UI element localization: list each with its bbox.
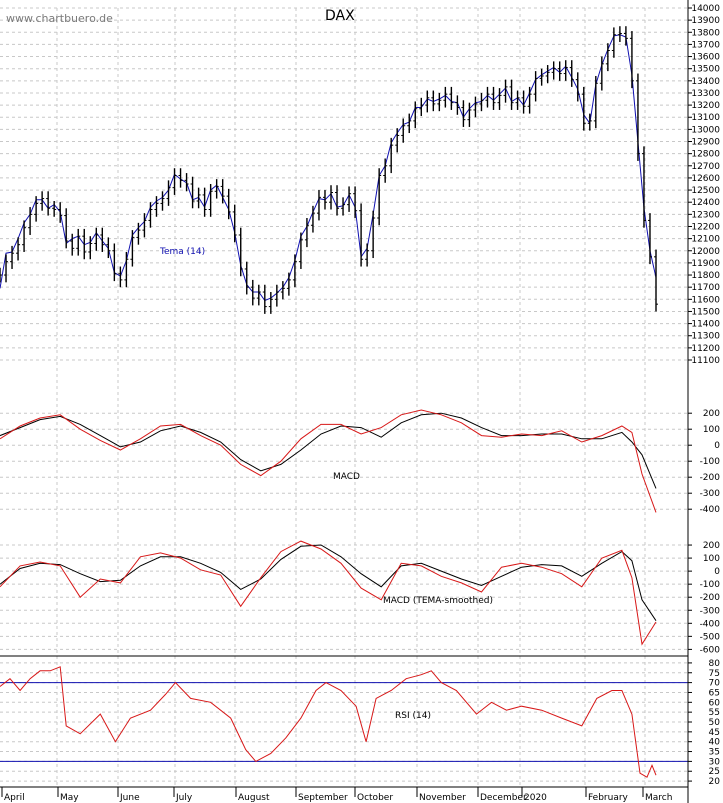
price-tick-label-10: 12100 [691,235,720,245]
rsi-tick-label-7: 55 [709,708,720,718]
price-tick-label-17: 12800 [691,150,720,160]
price-tick-label-25: 13600 [691,53,720,63]
price-tick-label-11: 12200 [691,222,720,232]
macd_tema-tick-label-5: -100 [700,580,721,590]
price-tick-label-2: 11300 [691,332,720,342]
rsi-tick-label-9: 65 [709,688,720,698]
x-label-4: August [238,793,270,803]
price-tick-label-21: 13200 [691,101,720,111]
price-tick-label-1: 11200 [691,344,720,354]
price-tick-label-22: 13300 [691,89,720,99]
rsi-tick-label-10: 70 [709,679,721,689]
price-tick-label-4: 11500 [691,307,720,317]
rsi-tick-label-0: 20 [709,777,721,787]
price-tick-label-14: 12500 [691,186,720,196]
x-label-8: December [480,793,527,803]
price-tick-label-7: 11800 [691,271,720,281]
macd-tick-label-0: -400 [700,505,721,515]
price-tick-label-20: 13100 [691,113,720,123]
rsi-tick-label-5: 45 [709,728,720,738]
macd-tick-label-3: -100 [700,457,721,467]
x-label-6: October [357,793,393,803]
macd_tema-series-0 [0,544,657,621]
macd_tema-tick-label-6: 0 [714,567,720,577]
price-tick-label-18: 12900 [691,138,720,148]
price-tick-label-9: 12000 [691,247,720,257]
rsi-tick-label-4: 40 [709,738,721,748]
macd_tema-tick-label-0: -600 [700,645,721,655]
macd_tema-tick-label-2: -400 [700,619,721,629]
x-label-2: June [119,793,140,803]
price-tick-label-24: 13500 [691,65,720,75]
macd_tema-tick-label-1: -500 [700,632,721,642]
macd_tema-tick-label-7: 100 [703,554,720,564]
price-tick-label-23: 13400 [691,77,720,87]
price-tick-label-12: 12300 [691,210,720,220]
price-tick-label-16: 12700 [691,162,720,172]
rsi-tick-label-1: 25 [709,767,720,777]
x-label-3: July [175,793,193,803]
macd-tick-label-5: 100 [703,425,720,435]
price-tick-label-27: 13800 [691,28,720,38]
macd_tema-tick-label-3: -300 [700,606,721,616]
macd-tema-label: MACD (TEMA-smoothed) [383,596,493,606]
price-tick-label-26: 13700 [691,40,720,50]
price-tick-label-5: 11600 [691,295,720,305]
macd-tick-label-4: 0 [714,441,720,451]
watermark: www.chartbuero.de [6,12,113,25]
macd-label: MACD [333,472,360,482]
tema-label: Tema (14) [159,247,205,257]
price-tick-label-15: 12600 [691,174,720,184]
x-label-11: March [645,793,672,803]
grid-layer [0,7,688,787]
price-series-0 [0,34,657,302]
x-label-7: November [419,793,466,803]
x-label-9: 2020 [524,793,547,803]
rsi-tick-label-8: 60 [709,698,721,708]
macd-tick-label-2: -200 [700,473,721,483]
price-tick-label-3: 11400 [691,320,720,330]
rsi-tick-label-2: 30 [709,757,721,767]
rsi-tick-label-11: 75 [709,669,720,679]
rsi-tick-label-3: 35 [709,748,720,758]
macd_tema-series-1 [0,540,657,646]
rsi-tick-label-6: 50 [709,718,721,728]
ohlc-bars [0,26,658,314]
x-label-1: May [60,793,79,803]
price-tick-label-6: 11700 [691,283,720,293]
macd-tick-label-1: -300 [700,489,721,499]
price-tick-label-28: 13900 [691,16,720,26]
rsi-tick-label-12: 80 [709,659,721,669]
price-tick-label-19: 13000 [691,125,720,135]
price-tick-label-13: 12400 [691,198,720,208]
series-layer [0,26,688,778]
price-tick-label-0: 11100 [691,356,720,366]
macd-tick-label-6: 200 [703,409,720,419]
macd-series-0 [0,412,657,489]
macd_tema-tick-label-4: -200 [700,593,721,603]
chart-title: DAX [325,8,355,24]
x-label-0: April [4,793,25,803]
macd-series-1 [0,409,657,513]
rsi-label: RSI (14) [395,711,431,721]
rsi-series-0 [0,666,657,778]
x-label-10: February [588,793,629,803]
price-tick-label-8: 11900 [691,259,720,269]
price-tick-label-29: 14000 [691,4,720,14]
x-label-5: September [298,793,348,803]
macd_tema-tick-label-8: 200 [703,541,720,551]
